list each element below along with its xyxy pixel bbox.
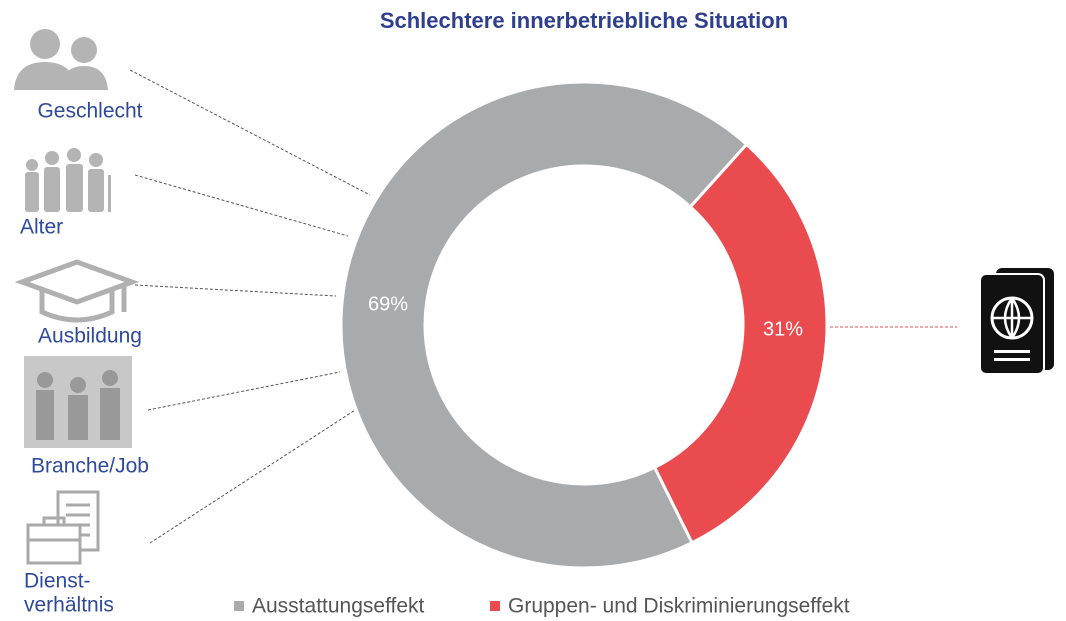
legend-swatch xyxy=(490,601,500,611)
legend-label: Gruppen- und Diskriminierungseffekt xyxy=(508,595,850,618)
legend-swatch xyxy=(234,601,244,611)
icon-age xyxy=(25,148,111,212)
connector xyxy=(134,284,337,297)
factor-label: Branche/Job xyxy=(31,455,149,478)
factor-label: Ausbildung xyxy=(38,325,142,348)
factor-label: Geschlecht xyxy=(37,100,142,123)
icon-job xyxy=(24,356,132,448)
legend-label: Ausstattungseffekt xyxy=(252,595,425,618)
icon-passport xyxy=(979,268,1054,375)
factor-label: Alter xyxy=(20,216,63,239)
connector xyxy=(149,402,367,544)
donut-slice xyxy=(652,142,829,545)
factor-label: Dienst- xyxy=(24,570,91,593)
connector xyxy=(147,371,341,411)
value-label: 69% xyxy=(368,293,408,315)
icon-contract xyxy=(26,490,100,565)
connector xyxy=(134,174,349,237)
value-label: 31% xyxy=(763,318,803,340)
factor-label: verhältnis xyxy=(24,594,114,617)
chart-title: Schlechtere innerbetriebliche Situation xyxy=(380,8,788,33)
donut-slice xyxy=(339,80,749,570)
icon-education xyxy=(14,259,140,323)
connector xyxy=(129,69,371,196)
icon-gender xyxy=(14,29,108,90)
